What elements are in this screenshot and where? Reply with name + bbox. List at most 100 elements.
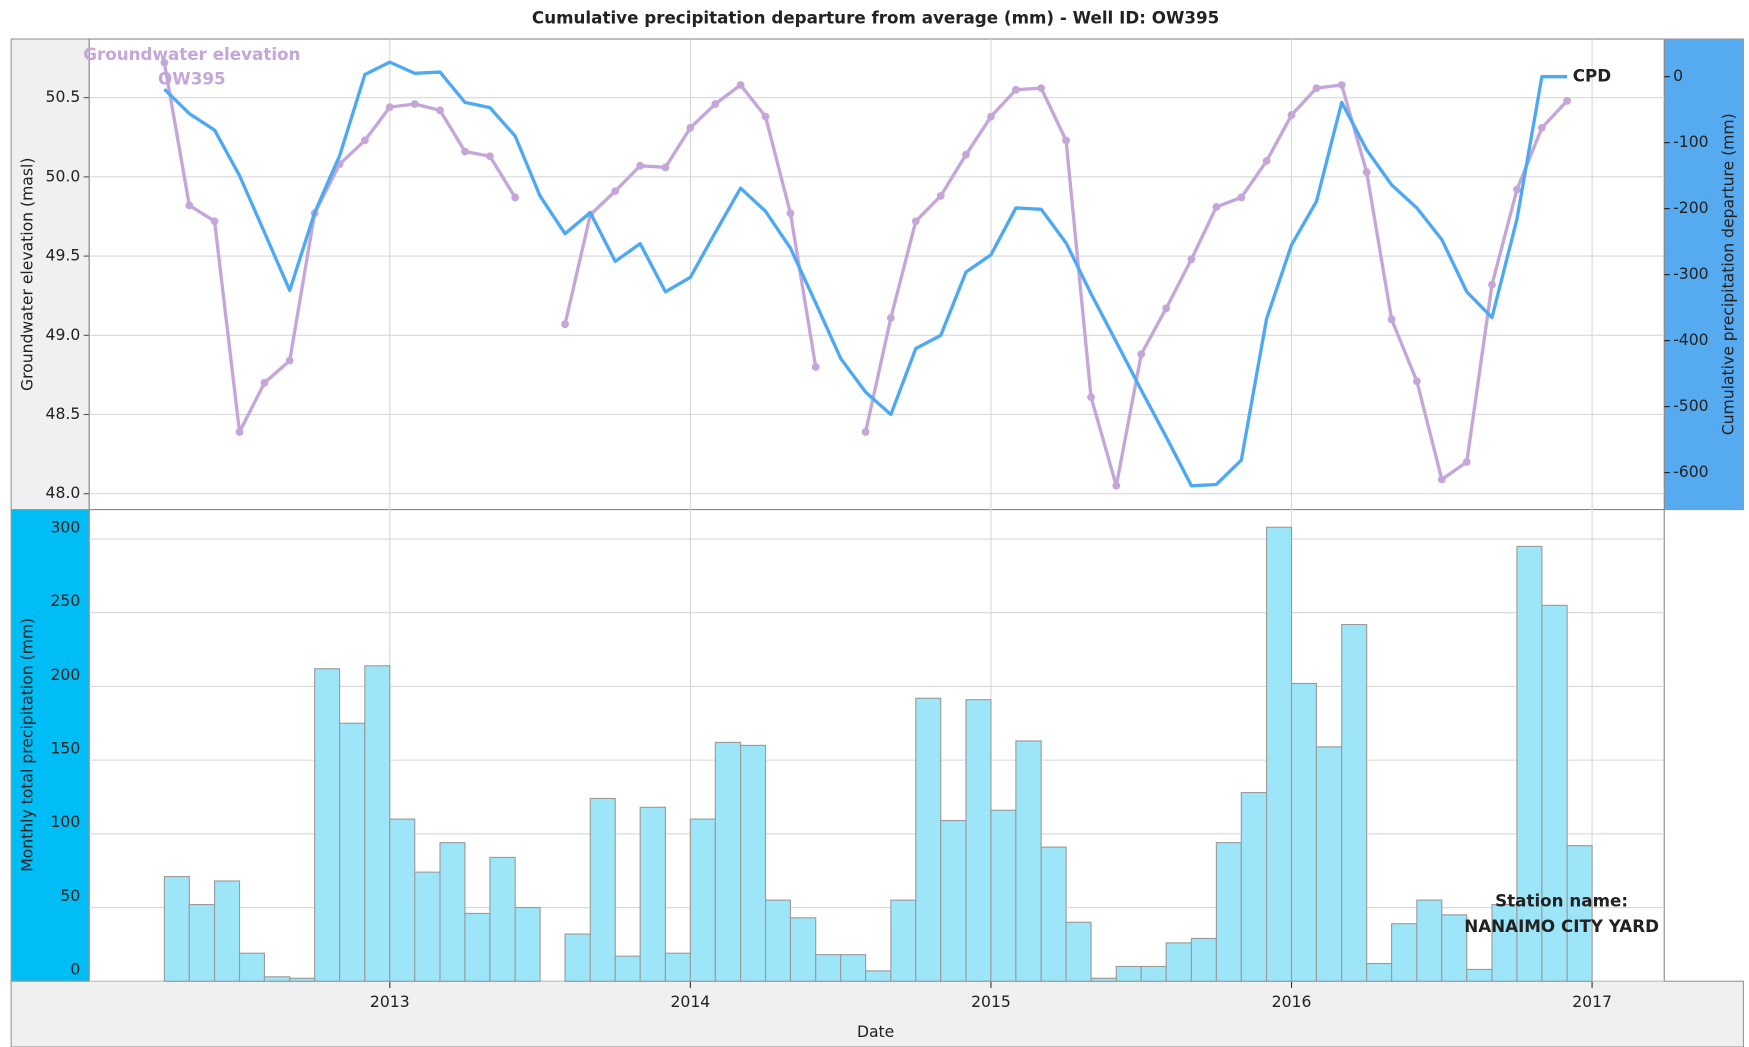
bar bbox=[1315, 746, 1343, 982]
bar bbox=[840, 954, 867, 982]
annotation: Station name: bbox=[1495, 891, 1628, 911]
data-point bbox=[987, 112, 995, 121]
data-point bbox=[611, 187, 620, 196]
y-tick-label: 100 bbox=[51, 813, 81, 831]
bar bbox=[564, 933, 591, 982]
data-point bbox=[1362, 168, 1371, 177]
data-point bbox=[1462, 458, 1471, 466]
bar bbox=[1366, 962, 1393, 982]
data-point bbox=[436, 106, 444, 115]
y-tick-label: 50.5 bbox=[46, 88, 81, 106]
data-point bbox=[210, 217, 219, 226]
bar bbox=[1441, 914, 1468, 982]
y-tick-label: 48.5 bbox=[46, 405, 81, 423]
bar bbox=[1165, 942, 1192, 982]
x-tick-label: 2016 bbox=[1272, 993, 1312, 1011]
bar bbox=[664, 952, 691, 982]
data-point bbox=[235, 428, 244, 436]
data-point bbox=[1087, 393, 1095, 401]
bar bbox=[1215, 842, 1242, 982]
y-tick-label: 0 bbox=[70, 961, 80, 979]
bar bbox=[1240, 791, 1268, 982]
y2-axis-label: Cumulative precipitation departure (mm) bbox=[1719, 113, 1737, 435]
data-point bbox=[1537, 123, 1546, 132]
data-point bbox=[686, 123, 695, 132]
bar bbox=[815, 954, 842, 982]
data-point bbox=[1162, 304, 1171, 313]
bar bbox=[764, 899, 792, 982]
bar bbox=[188, 904, 216, 982]
bar bbox=[990, 809, 1017, 982]
data-point bbox=[1112, 481, 1121, 490]
bar bbox=[314, 668, 341, 982]
bar bbox=[940, 820, 967, 982]
bar bbox=[414, 871, 441, 982]
data-point bbox=[1187, 255, 1196, 264]
bar bbox=[439, 842, 466, 982]
bar bbox=[865, 970, 892, 982]
data-point bbox=[485, 152, 494, 161]
x-tick-label: 2014 bbox=[671, 993, 711, 1011]
bar bbox=[1190, 937, 1217, 982]
legend-label: CPD bbox=[1573, 65, 1611, 85]
bar bbox=[1541, 604, 1568, 982]
y-tick-label: 50.0 bbox=[46, 167, 81, 185]
bar bbox=[589, 797, 616, 982]
bar bbox=[1115, 965, 1142, 982]
data-point bbox=[911, 217, 920, 226]
annotation: NANAIMO CITY YARD bbox=[1464, 916, 1659, 936]
data-point bbox=[761, 112, 770, 121]
bar bbox=[614, 955, 641, 982]
bar bbox=[1466, 968, 1493, 982]
bar bbox=[1391, 923, 1418, 982]
bar bbox=[789, 917, 817, 982]
y-tick-label: 49.0 bbox=[46, 326, 81, 344]
data-point bbox=[1062, 136, 1070, 145]
bar bbox=[238, 952, 266, 982]
x-axis-label: Date bbox=[857, 1023, 894, 1041]
data-point bbox=[1237, 193, 1246, 202]
bar bbox=[389, 818, 416, 982]
data-point bbox=[561, 320, 569, 329]
data-point bbox=[1563, 96, 1572, 105]
series-line bbox=[163, 60, 1568, 488]
data-point bbox=[1137, 350, 1146, 359]
data-point bbox=[1212, 203, 1221, 211]
data-point bbox=[461, 147, 469, 156]
bar bbox=[364, 665, 391, 982]
bar bbox=[214, 880, 241, 982]
data-point bbox=[736, 81, 745, 89]
data-point bbox=[385, 103, 394, 112]
data-point bbox=[936, 191, 945, 200]
bar bbox=[489, 856, 516, 982]
data-point bbox=[786, 209, 795, 218]
bar bbox=[1290, 682, 1318, 982]
bar bbox=[339, 722, 366, 982]
x-tick-label: 2017 bbox=[1572, 993, 1612, 1011]
data-point bbox=[661, 163, 670, 172]
bar bbox=[1491, 904, 1518, 982]
y2-tick-label: -100 bbox=[1673, 133, 1708, 151]
y2-tick-label: -200 bbox=[1673, 199, 1708, 217]
bar bbox=[1140, 965, 1167, 982]
bar bbox=[915, 697, 942, 982]
bar bbox=[163, 876, 190, 982]
y-tick-label: 250 bbox=[51, 592, 81, 610]
bar bbox=[1090, 977, 1117, 982]
y2-tick-label: -400 bbox=[1673, 331, 1708, 349]
bar bbox=[1040, 846, 1067, 982]
bar bbox=[1341, 623, 1368, 982]
data-point bbox=[410, 100, 419, 108]
data-point bbox=[1412, 377, 1421, 386]
data-point bbox=[1312, 84, 1321, 93]
y2-tick-label: 0 bbox=[1673, 67, 1683, 85]
bar bbox=[1566, 845, 1593, 982]
data-point bbox=[1387, 315, 1396, 324]
data-point bbox=[1037, 84, 1046, 93]
left-axis-panel bbox=[10, 509, 90, 982]
y2-tick-label: -300 bbox=[1673, 265, 1708, 283]
data-point bbox=[185, 201, 194, 210]
data-point bbox=[711, 100, 720, 108]
data-point bbox=[886, 313, 895, 322]
